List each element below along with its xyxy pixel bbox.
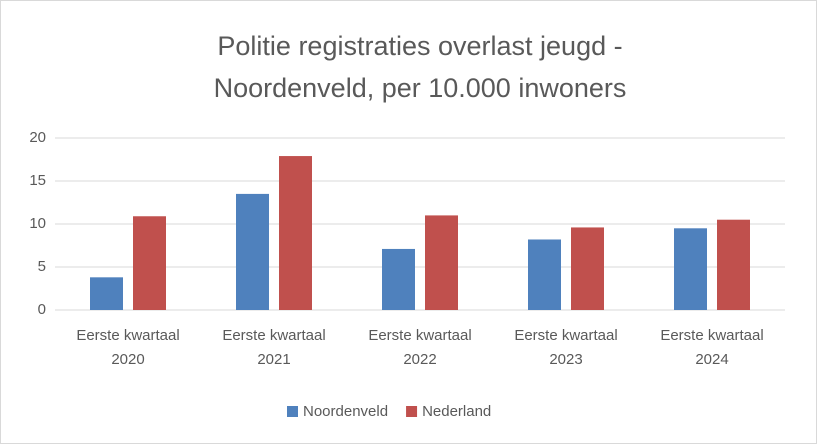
x-tick-label: Eerste kwartaal 2024 bbox=[660, 327, 764, 368]
bar bbox=[528, 239, 561, 310]
y-tick-label: 15 bbox=[29, 172, 46, 189]
bar bbox=[133, 216, 166, 310]
legend-label: Noordenveld bbox=[303, 403, 388, 420]
legend-label: Nederland bbox=[422, 403, 491, 420]
x-tick-label: Eerste kwartaal 2020 bbox=[76, 327, 180, 368]
chart-title: Noordenveld, per 10.000 inwoners bbox=[214, 73, 627, 103]
bar bbox=[571, 227, 604, 310]
legend-swatch bbox=[287, 406, 298, 417]
y-tick-label: 0 bbox=[38, 301, 46, 318]
y-tick-label: 10 bbox=[29, 215, 46, 232]
bar bbox=[425, 215, 458, 310]
x-tick-label-box: Eerste kwartaal 2022 bbox=[368, 327, 472, 368]
legend-swatch bbox=[406, 406, 418, 417]
chart-title: Politie registraties overlast jeugd - bbox=[217, 31, 622, 61]
x-tick-label-box: Eerste kwartaal 2023 bbox=[514, 327, 618, 368]
y-tick-label: 5 bbox=[38, 258, 46, 275]
x-tick-label: Eerste kwartaal 2021 bbox=[222, 327, 326, 368]
x-tick-label: Eerste kwartaal 2022 bbox=[368, 327, 472, 368]
bar bbox=[236, 193, 269, 310]
bar bbox=[717, 219, 750, 310]
y-tick-label: 20 bbox=[29, 129, 46, 146]
bar bbox=[674, 228, 707, 310]
x-tick-label-box: Eerste kwartaal 2020 bbox=[76, 327, 180, 368]
x-tick-label: Eerste kwartaal 2023 bbox=[514, 327, 618, 368]
bar bbox=[382, 248, 415, 310]
x-tick-label-box: Eerste kwartaal 2021 bbox=[222, 327, 326, 368]
x-tick-label-box: Eerste kwartaal 2024 bbox=[660, 327, 764, 368]
bar bbox=[90, 277, 123, 310]
bar bbox=[279, 156, 312, 310]
